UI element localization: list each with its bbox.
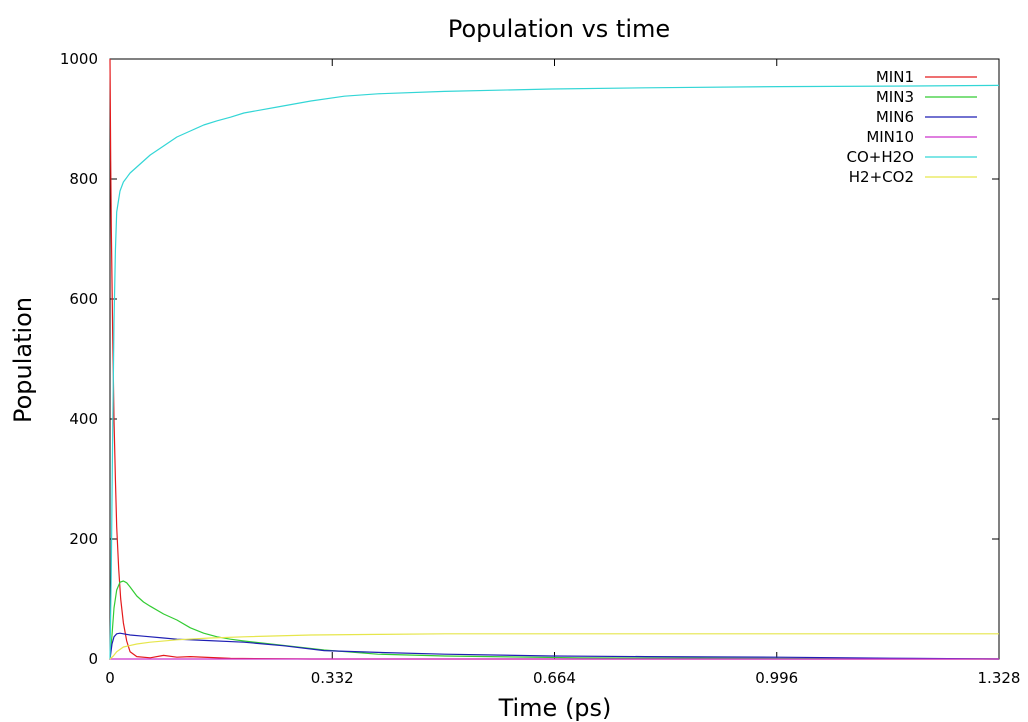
y-axis-label: Population <box>9 297 37 423</box>
y-tick-label: 800 <box>69 170 98 188</box>
y-tick-label: 600 <box>69 290 98 308</box>
y-tick-label: 1000 <box>60 50 98 68</box>
legend-label-min1: MIN1 <box>876 68 914 86</box>
series-line-co-h2o <box>109 84 1000 660</box>
legend-label-min3: MIN3 <box>876 88 914 106</box>
x-tick-label: 0.664 <box>533 669 576 687</box>
plot-axes: 0 0.332 0.664 0.996 1.328 0 200 400 600 800 1000 <box>60 50 1021 687</box>
series-layer <box>109 58 1000 660</box>
series-line-min3 <box>109 580 1000 660</box>
legend-label-min10: MIN10 <box>866 128 914 146</box>
x-axis-label: Time (ps) <box>498 694 612 722</box>
x-tick-label: 0 <box>105 669 115 687</box>
x-tick-label: 0.996 <box>755 669 798 687</box>
legend-label-co-h2o: CO+H2O <box>847 148 914 166</box>
series-line-h2-co2 <box>109 633 999 660</box>
chart-title: Population vs time <box>448 15 670 43</box>
y-tick-label: 0 <box>88 650 98 668</box>
series-line-min6 <box>109 632 1000 660</box>
legend-label-h2-co2: H2+CO2 <box>849 168 914 186</box>
x-tick-label: 1.328 <box>978 669 1021 687</box>
y-tick-label: 200 <box>69 530 98 548</box>
x-tick-label: 0.332 <box>311 669 354 687</box>
legend: MIN1 MIN3 MIN6 MIN10 CO+H2O H2+CO2 <box>847 68 977 186</box>
y-tick-label: 400 <box>69 410 98 428</box>
legend-label-min6: MIN6 <box>876 108 914 126</box>
